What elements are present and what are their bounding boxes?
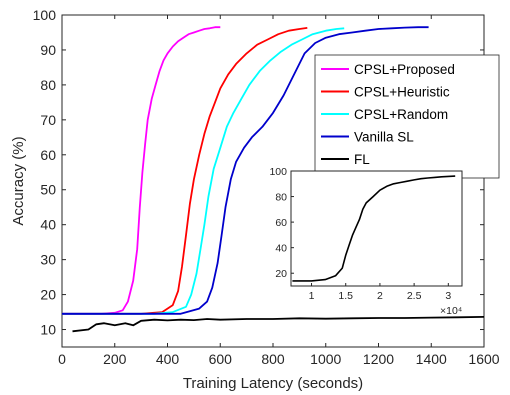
main-y-ticks: 10 20 30 40 50 60 70 80 90 100 xyxy=(33,7,484,338)
legend-label-0: CPSL+Proposed xyxy=(354,62,455,77)
inset-y-tick-label: 100 xyxy=(269,166,287,178)
legend-label-2: CPSL+Random xyxy=(354,107,448,122)
series-line-4 xyxy=(72,316,485,333)
inset-series-lines xyxy=(292,175,456,282)
main-series-lines xyxy=(62,26,485,333)
y-tick-label: 30 xyxy=(40,252,56,268)
x-tick-label: 400 xyxy=(156,351,180,367)
inset-x-tick-label: 2 xyxy=(377,290,383,302)
inset-y-ticks: 20 40 60 80 100 xyxy=(269,166,294,280)
inset-x-tick-label: 1 xyxy=(309,290,315,302)
x-tick-label: 800 xyxy=(261,351,285,367)
y-tick-label: 50 xyxy=(40,182,56,198)
series-line-1 xyxy=(62,27,308,315)
x-tick-label: 1600 xyxy=(468,351,499,367)
x-tick-label: 1400 xyxy=(416,351,447,367)
legend-label-1: CPSL+Heuristic xyxy=(354,85,450,100)
inset-y-tick-label: 80 xyxy=(275,192,287,204)
x-tick-label: 600 xyxy=(209,351,233,367)
x-tick-label: 1000 xyxy=(310,351,341,367)
legend-label-3: Vanilla SL xyxy=(354,130,414,145)
inset-x-ticks: 1 1.5 2 2.5 3 xyxy=(309,283,451,302)
main-x-ticks: 0 200 400 600 800 1000 1200 1400 1600 xyxy=(58,15,500,367)
inset-x-tick-label: 3 xyxy=(445,290,451,302)
series-line-0 xyxy=(62,26,221,315)
y-tick-label: 70 xyxy=(40,112,56,128)
inset-y-tick-label: 40 xyxy=(275,243,287,255)
legend: CPSL+Proposed CPSL+Heuristic CPSL+Random Va… xyxy=(314,54,500,179)
inset-y-tick-label: 20 xyxy=(275,268,287,280)
inset-series-line-0 xyxy=(292,175,456,282)
inset-y-tick-label: 60 xyxy=(275,217,287,229)
y-tick-label: 60 xyxy=(40,147,56,163)
y-tick-label: 90 xyxy=(40,42,56,58)
inset-plot-frame xyxy=(290,170,463,287)
legend-label-4: FL xyxy=(354,152,370,167)
y-tick-label: 20 xyxy=(40,287,56,303)
inset-x-scale-label: ×10⁴ xyxy=(440,305,462,317)
series-line-2 xyxy=(62,27,345,315)
series-line-3 xyxy=(62,26,429,315)
legend-box xyxy=(314,54,500,179)
x-tick-label: 0 xyxy=(58,351,66,367)
x-tick-label: 1200 xyxy=(363,351,394,367)
y-tick-label: 40 xyxy=(40,217,56,233)
inset-x-tick-label: 1.5 xyxy=(338,290,353,302)
y-tick-label: 80 xyxy=(40,77,56,93)
x-tick-label: 200 xyxy=(103,351,127,367)
inset-x-tick-label: 2.5 xyxy=(407,290,422,302)
y-axis-label: Accuracy (%) xyxy=(10,136,27,225)
inset-plot: 1 1.5 2 2.5 3 20 40 60 80 100 ×10⁴ xyxy=(269,166,463,317)
y-tick-label: 10 xyxy=(40,322,56,338)
x-axis-label: Training Latency (seconds) xyxy=(183,375,363,392)
y-tick-label: 100 xyxy=(33,7,57,23)
